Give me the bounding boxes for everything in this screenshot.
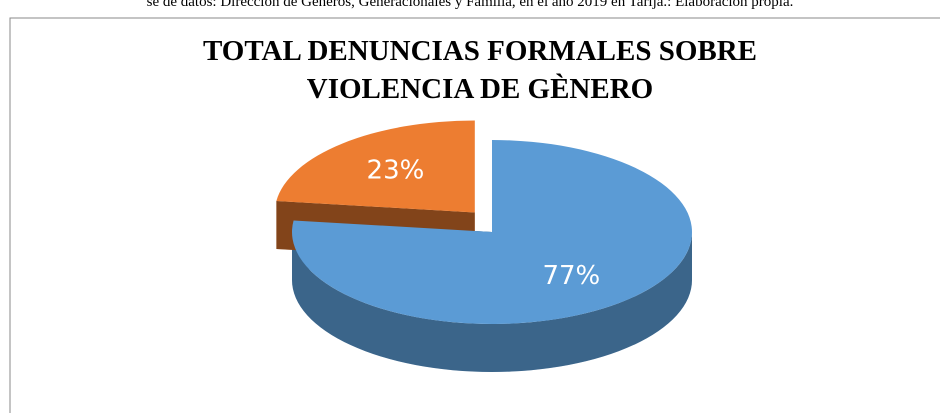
source-note: se de datos: Dirección de Géneros, Gener…	[147, 0, 794, 10]
data-label: 77%	[542, 261, 600, 291]
pie-slice	[276, 120, 475, 213]
chart-title: TOTAL DENUNCIAS FORMALES SOBRE	[203, 35, 757, 67]
slice-shade	[292, 232, 692, 372]
data-label: 23%	[367, 156, 425, 186]
chart-frame	[9, 17, 940, 413]
pie-slice	[292, 140, 693, 324]
slice-wall	[292, 232, 692, 372]
chart-title: VIOLENCIA DE GÈNERO	[307, 72, 653, 105]
